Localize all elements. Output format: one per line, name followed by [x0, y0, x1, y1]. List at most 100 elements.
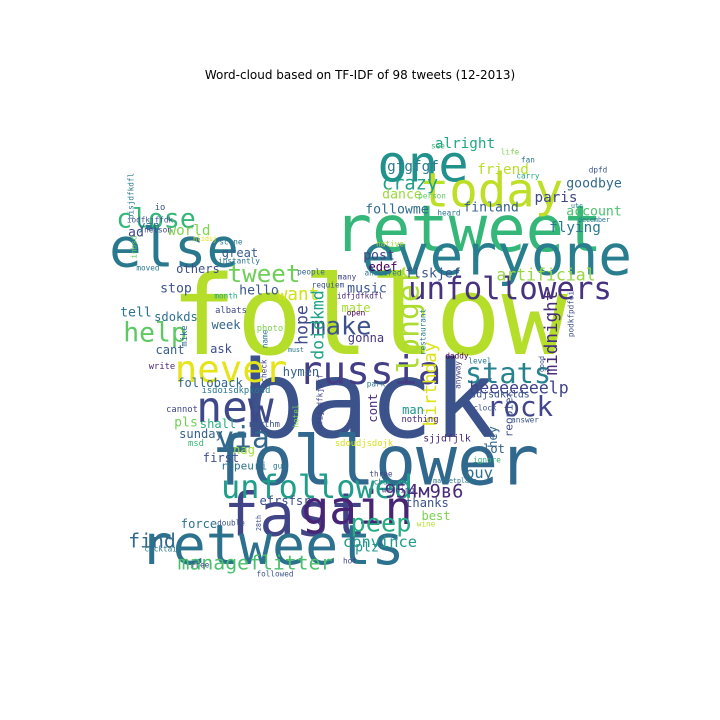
word-albats: albats [215, 306, 247, 316]
word-buy: buy [465, 464, 493, 482]
word-finland: finland [463, 201, 519, 216]
word-hymen: hymen [283, 365, 319, 379]
word-daddy: daddy [445, 352, 469, 361]
word-io: io [155, 203, 166, 213]
word-efrsfsr: efrsfsr [260, 494, 311, 508]
word-cannot: cannot [166, 405, 198, 415]
word-hope: hope [293, 305, 312, 345]
word-inbsd: inbsd [130, 235, 139, 258]
word-others: others [176, 262, 220, 276]
word-cocktail: cocktail [144, 545, 181, 554]
word-back: back [241, 339, 498, 463]
word-clock: clock [473, 404, 497, 413]
word-ofijudfkjoff: ofijudfkjoff [316, 374, 325, 430]
word-help: help [123, 318, 187, 349]
word-people: people [297, 268, 325, 277]
word-person: person [418, 192, 446, 201]
word-ignore: ignore [473, 456, 501, 465]
word-nothing: nothing [401, 415, 438, 425]
word-reopier: reopier [503, 390, 516, 437]
word-wedding: wedding [382, 486, 414, 495]
word-month: month [214, 292, 237, 301]
word-gfgfgf: gfgfgf [387, 159, 439, 175]
word-follow: follow [170, 252, 568, 380]
word-requiem: requiem [312, 281, 345, 290]
word-must: must [288, 346, 304, 354]
word-yan: yan [138, 219, 160, 233]
word-name: name [261, 329, 270, 348]
word-sunday: sunday [179, 427, 223, 441]
word-restaurant: restaurant [419, 309, 428, 355]
word-unfollowers: unfollowers [408, 271, 612, 307]
word-msd: msd [188, 439, 204, 449]
word-followme: followme [365, 203, 429, 218]
word-else: else [109, 217, 239, 280]
word-thanks: thanks [405, 496, 449, 510]
word-peep: peep [351, 509, 412, 538]
word-music: music [347, 282, 387, 297]
word-unfollowed: unfollowed [221, 468, 413, 506]
word-hey: hey [486, 426, 500, 448]
word-close: close [116, 204, 195, 235]
word-ropeuri: ropeuri [221, 460, 267, 473]
word-force: force [181, 517, 217, 531]
word-park: park [367, 380, 386, 389]
word-never: never [175, 347, 288, 391]
word-find: find [128, 530, 176, 553]
word-answer: answer [511, 416, 539, 425]
word-shall: shall [200, 417, 236, 431]
word-paris: paris [534, 190, 577, 206]
word-level: level [468, 357, 491, 366]
word-stats: stats [465, 356, 551, 390]
word-goodbye: goodbye [566, 177, 622, 192]
word-tweet: tweet [228, 260, 301, 288]
word-stop: stop [160, 282, 192, 297]
word-heeeeeeelp: heeeeeeelp [469, 379, 568, 398]
word-sdokds: sdokds [154, 310, 198, 324]
word-iodfkjffdk: iodfkjffdk [127, 216, 174, 225]
word-pls: pls [174, 416, 198, 431]
word-guy: guy [273, 462, 287, 471]
word-isdoisdkpkosd: isdoisdkpkosd [202, 386, 271, 396]
word-three: three [369, 470, 393, 479]
word-manageflitter: manageflitter [178, 552, 333, 575]
word-week: week [211, 318, 241, 332]
word-free: free [191, 561, 210, 570]
word-new: new [196, 383, 274, 433]
word-photo: photo [257, 324, 283, 334]
chart-title: Word-cloud based on TF-IDF of 98 tweets … [204, 68, 516, 82]
word-954м9в6: 954м9в6 [385, 482, 464, 503]
word-open: open [347, 309, 366, 318]
word-fan: fan [521, 156, 535, 165]
word-oisjdfkdfl: oisjdfkdfl [127, 173, 136, 219]
word-december: december [578, 216, 610, 224]
word-scene: scene [219, 238, 243, 247]
word-dpfd: dpfd [589, 166, 608, 175]
word-nelson: nelson [144, 226, 172, 235]
word-tell: tell [120, 306, 152, 321]
word-account: account [566, 205, 622, 220]
word-birthday: birthday [421, 342, 441, 427]
word-crazy: crazy [382, 174, 438, 195]
word-convince: convince [343, 533, 417, 551]
word-friend: friend [477, 162, 529, 178]
word-want: want [277, 285, 319, 305]
word-write: write [149, 362, 175, 372]
word-plz: plz [355, 541, 379, 556]
word-hotel: hotel [292, 404, 301, 427]
word-cont: cont [366, 393, 380, 422]
word-28th: 28th [255, 515, 263, 531]
word-good: good [538, 356, 546, 372]
word-double: double [217, 519, 245, 528]
word-anyway: anyway [454, 361, 463, 389]
word-mate: mate [341, 301, 370, 315]
word-everyone: everyone [362, 224, 632, 289]
word-check: check [260, 359, 269, 383]
word-sdoudjsdojk: sdoudjsdojk [335, 439, 394, 449]
word-sjjdfjlk: sjjdfjlk [423, 434, 471, 445]
word-rock: rock [487, 391, 554, 423]
word-follower: follower [211, 423, 539, 502]
word-dance: dance [382, 188, 422, 203]
word-utc: utc [571, 202, 583, 210]
word-edef: edef [368, 260, 397, 274]
